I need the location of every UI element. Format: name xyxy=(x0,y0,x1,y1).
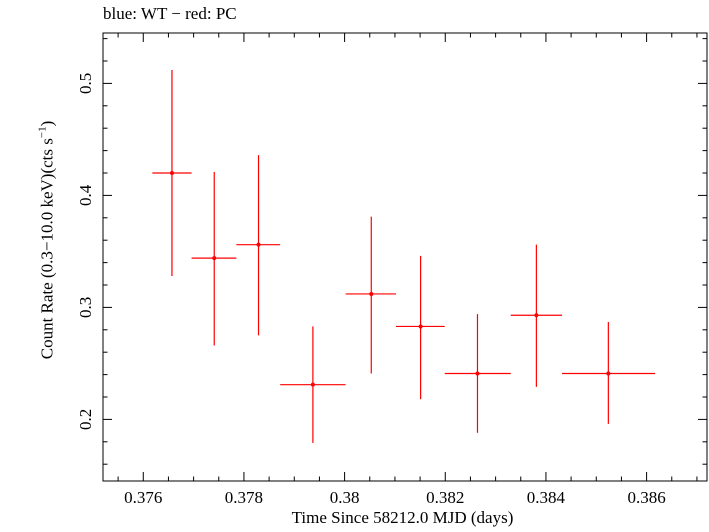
x-tick-label: 0.376 xyxy=(124,488,162,507)
data-point xyxy=(236,155,281,336)
data-marker xyxy=(534,313,539,318)
y-tick-label: 0.4 xyxy=(76,184,95,206)
x-axis-label: Time Since 58212.0 MJD (days) xyxy=(291,508,514,527)
y-axis-label-superscript: −1 xyxy=(36,126,49,139)
data-point xyxy=(562,321,656,424)
x-axis: 0.376 0.378 0.38 0.382 0.384 0.386 xyxy=(117,33,698,507)
data-marker xyxy=(310,382,315,387)
y-tick-label: 0.5 xyxy=(76,73,95,94)
data-point xyxy=(191,171,237,346)
data-point xyxy=(444,314,511,433)
data-point xyxy=(152,69,192,277)
y-tick-label: 0.2 xyxy=(76,409,95,430)
x-tick-label: 0.386 xyxy=(627,488,665,507)
y-axis: 0.2 0.3 0.4 0.5 xyxy=(76,38,707,465)
y-axis-label: Count Rate (0.3−10.0 keV)(cts s−1) xyxy=(37,121,58,360)
x-tick-label: 0.382 xyxy=(426,488,464,507)
data-point xyxy=(345,216,396,374)
data-point xyxy=(395,255,445,400)
data-marker xyxy=(212,256,217,261)
data-marker xyxy=(606,371,611,376)
data-point xyxy=(280,326,346,443)
data-marker xyxy=(475,371,480,376)
data-marker xyxy=(169,171,174,175)
data-marker xyxy=(418,324,423,329)
data-marker xyxy=(256,242,261,247)
y-axis-label-main: Count Rate (0.3−10.0 keV)(cts s xyxy=(37,138,57,360)
x-tick-label: 0.38 xyxy=(330,488,360,507)
x-tick-label: 0.378 xyxy=(225,488,263,507)
y-tick-label: 0.3 xyxy=(76,297,95,318)
plot-frame xyxy=(102,32,708,482)
chart-title: blue: WT − red: PC xyxy=(103,4,237,23)
y-axis-label-end: ) xyxy=(37,120,57,127)
x-tick-label: 0.384 xyxy=(527,488,566,507)
data-series-pc xyxy=(152,69,656,443)
data-point xyxy=(510,244,563,387)
data-marker xyxy=(369,291,374,296)
